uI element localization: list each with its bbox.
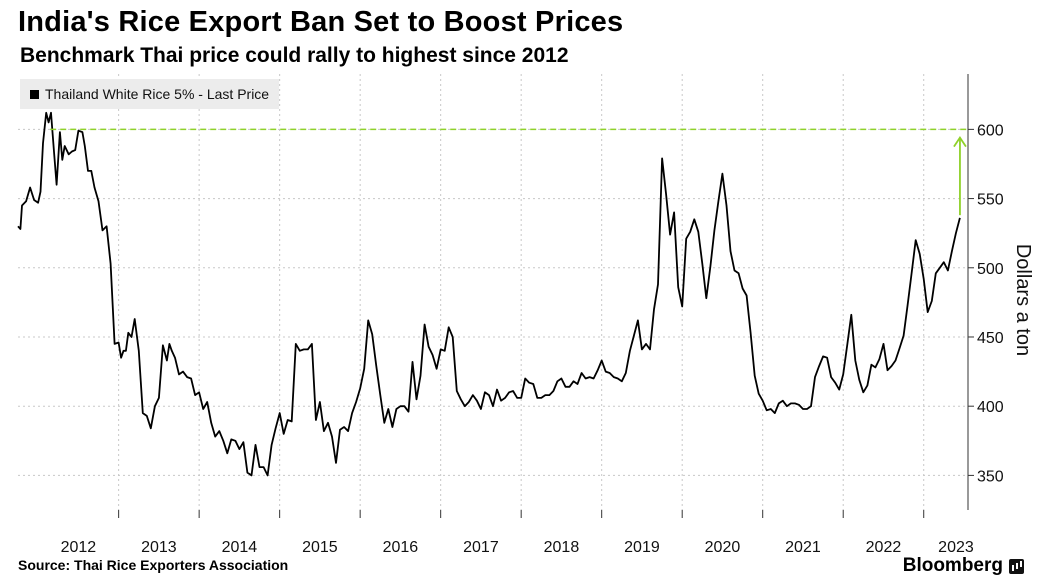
y-tick-label: 400 xyxy=(977,399,1004,416)
annotations xyxy=(50,128,968,216)
bloomberg-logo: Bloomberg xyxy=(903,555,1024,577)
x-tick-label: 2018 xyxy=(544,539,580,555)
series-layer xyxy=(17,111,961,477)
y-tick-label: 350 xyxy=(977,468,1004,485)
x-tick-label: 2015 xyxy=(302,539,338,555)
chart-title: India's Rice Export Ban Set to Boost Pri… xyxy=(18,6,624,38)
x-axis: 2012 2013 2014 2015 2016 2017 2018 2019 2020 2021… xyxy=(61,510,974,555)
chart-subtitle: Benchmark Thai price could rally to high… xyxy=(20,44,569,67)
grid-lines xyxy=(18,74,968,510)
y-tick-label: 550 xyxy=(977,192,1004,209)
legend: Thailand White Rice 5% - Last Price xyxy=(20,79,280,109)
bloomberg-chart-icon xyxy=(1009,558,1024,574)
brand-name: Bloomberg xyxy=(902,555,1003,576)
x-tick-label: 2017 xyxy=(463,539,499,555)
x-tick-label: 2021 xyxy=(785,539,821,555)
y-axis-label: Dollars a ton xyxy=(1012,244,1034,356)
arrow-head xyxy=(953,136,967,148)
x-tick-label: 2012 xyxy=(61,539,97,555)
series-line-thailand-white-rice xyxy=(17,111,961,477)
x-tick-label: 2016 xyxy=(383,539,419,555)
x-tick-label: 2022 xyxy=(866,539,902,555)
y-tick-label: 600 xyxy=(977,122,1004,139)
x-tick-label: 2019 xyxy=(624,539,660,555)
legend-swatch xyxy=(30,89,39,99)
x-tick-label: 2014 xyxy=(222,539,258,555)
y-tick-label: 500 xyxy=(977,261,1004,278)
y-axis: 350 400 450 500 550 600 xyxy=(967,74,1004,510)
y-tick-label: 450 xyxy=(977,330,1004,347)
source-note: Source: Thai Rice Exporters Association xyxy=(18,557,289,573)
legend-label: Thailand White Rice 5% - Last Price xyxy=(45,86,270,102)
x-tick-label: 2020 xyxy=(705,539,741,555)
x-tick-label: 2013 xyxy=(141,539,177,555)
x-tick-label: 2023 xyxy=(938,539,974,555)
